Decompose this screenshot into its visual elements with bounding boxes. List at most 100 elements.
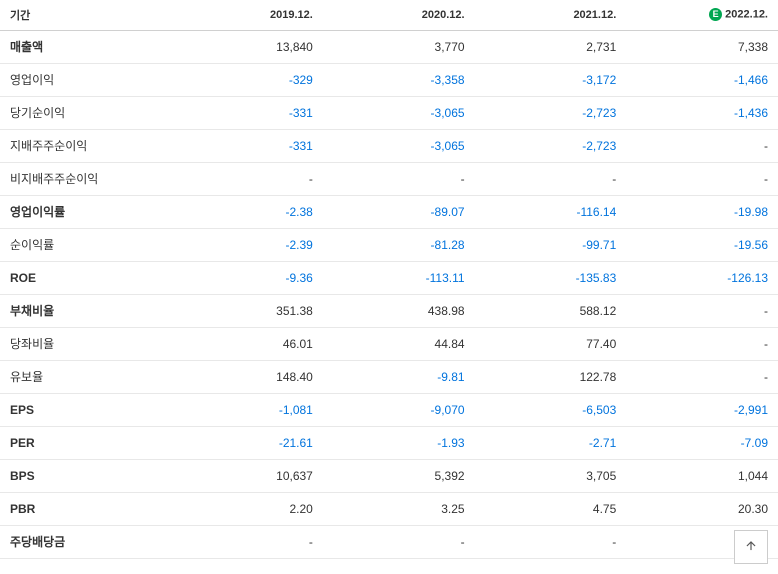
header-period-text: 2019.12. xyxy=(270,9,313,21)
cell-value: - xyxy=(626,162,778,195)
table-row: 유보율148.40-9.81122.78- xyxy=(0,360,778,393)
table-row: PER-21.61-1.93-2.71-7.09 xyxy=(0,426,778,459)
table-row: 부채비율351.38438.98588.12- xyxy=(0,294,778,327)
cell-value: - xyxy=(626,327,778,360)
cell-value: 588.12 xyxy=(475,294,627,327)
table-row: 당좌비율46.0144.8477.40- xyxy=(0,327,778,360)
cell-value: -1,466 xyxy=(626,63,778,96)
financial-table: 기간 2019.12. 2020.12. 2021.12. E2022.12. 매출액… xyxy=(0,0,778,559)
cell-value: -113.11 xyxy=(323,261,475,294)
row-label: 영업이익률 xyxy=(0,195,171,228)
cell-value: -331 xyxy=(171,129,323,162)
row-label: EPS xyxy=(0,393,171,426)
row-label: 당좌비율 xyxy=(0,327,171,360)
cell-value: - xyxy=(323,162,475,195)
header-period-label: 기간 xyxy=(0,0,171,30)
cell-value: 2.20 xyxy=(171,492,323,525)
cell-value: - xyxy=(323,525,475,558)
table-row: EPS-1,081-9,070-6,503-2,991 xyxy=(0,393,778,426)
table-row: PBR2.203.254.7520.30 xyxy=(0,492,778,525)
cell-value: 4.75 xyxy=(475,492,627,525)
header-period: E2022.12. xyxy=(626,0,778,30)
table-row: 당기순이익-331-3,065-2,723-1,436 xyxy=(0,96,778,129)
row-label: 비지배주주순이익 xyxy=(0,162,171,195)
cell-value: 7,338 xyxy=(626,30,778,63)
cell-value: -331 xyxy=(171,96,323,129)
cell-value: -2,723 xyxy=(475,96,627,129)
cell-value: - xyxy=(626,294,778,327)
header-period-text: 2021.12. xyxy=(573,9,616,21)
cell-value: -329 xyxy=(171,63,323,96)
cell-value: -21.61 xyxy=(171,426,323,459)
row-label: ROE xyxy=(0,261,171,294)
cell-value: -19.98 xyxy=(626,195,778,228)
cell-value: -89.07 xyxy=(323,195,475,228)
cell-value: -2.38 xyxy=(171,195,323,228)
table-row: 주당배당금---- xyxy=(0,525,778,558)
cell-value: 351.38 xyxy=(171,294,323,327)
table-row: 지배주주순이익-331-3,065-2,723- xyxy=(0,129,778,162)
cell-value: -81.28 xyxy=(323,228,475,261)
row-label: 순이익률 xyxy=(0,228,171,261)
cell-value: -3,065 xyxy=(323,129,475,162)
cell-value: 77.40 xyxy=(475,327,627,360)
cell-value: -135.83 xyxy=(475,261,627,294)
table-row: 순이익률-2.39-81.28-99.71-19.56 xyxy=(0,228,778,261)
cell-value: 3.25 xyxy=(323,492,475,525)
cell-value: - xyxy=(626,360,778,393)
cell-value: 13,840 xyxy=(171,30,323,63)
cell-value: -6,503 xyxy=(475,393,627,426)
cell-value: 3,770 xyxy=(323,30,475,63)
header-period: 2021.12. xyxy=(475,0,627,30)
row-label: PBR xyxy=(0,492,171,525)
cell-value: - xyxy=(171,525,323,558)
cell-value: -3,065 xyxy=(323,96,475,129)
table-row: BPS10,6375,3923,7051,044 xyxy=(0,459,778,492)
cell-value: 46.01 xyxy=(171,327,323,360)
cell-value: -1.93 xyxy=(323,426,475,459)
cell-value: 1,044 xyxy=(626,459,778,492)
table-header-row: 기간 2019.12. 2020.12. 2021.12. E2022.12. xyxy=(0,0,778,30)
cell-value: -9.81 xyxy=(323,360,475,393)
row-label: 당기순이익 xyxy=(0,96,171,129)
cell-value: -116.14 xyxy=(475,195,627,228)
table-row: ROE-9.36-113.11-135.83-126.13 xyxy=(0,261,778,294)
header-period-text: 2022.12. xyxy=(725,9,768,21)
row-label: 유보율 xyxy=(0,360,171,393)
cell-value: 3,705 xyxy=(475,459,627,492)
row-label: 매출액 xyxy=(0,30,171,63)
row-label: 주당배당금 xyxy=(0,525,171,558)
table-row: 매출액13,8403,7702,7317,338 xyxy=(0,30,778,63)
cell-value: -3,172 xyxy=(475,63,627,96)
cell-value: 438.98 xyxy=(323,294,475,327)
cell-value: - xyxy=(171,162,323,195)
cell-value: - xyxy=(626,129,778,162)
cell-value: 122.78 xyxy=(475,360,627,393)
cell-value: 2,731 xyxy=(475,30,627,63)
cell-value: -7.09 xyxy=(626,426,778,459)
cell-value: -19.56 xyxy=(626,228,778,261)
cell-value: 44.84 xyxy=(323,327,475,360)
header-period-text: 2020.12. xyxy=(422,9,465,21)
row-label: BPS xyxy=(0,459,171,492)
row-label: 지배주주순이익 xyxy=(0,129,171,162)
table-row: 비지배주주순이익---- xyxy=(0,162,778,195)
cell-value: 148.40 xyxy=(171,360,323,393)
scroll-top-button[interactable] xyxy=(734,530,768,564)
cell-value: -99.71 xyxy=(475,228,627,261)
cell-value: -9.36 xyxy=(171,261,323,294)
cell-value: 5,392 xyxy=(323,459,475,492)
cell-value: 20.30 xyxy=(626,492,778,525)
estimate-badge: E xyxy=(709,8,722,21)
cell-value: -2.71 xyxy=(475,426,627,459)
cell-value: -9,070 xyxy=(323,393,475,426)
table-row: 영업이익-329-3,358-3,172-1,466 xyxy=(0,63,778,96)
header-period: 2020.12. xyxy=(323,0,475,30)
cell-value: 10,637 xyxy=(171,459,323,492)
cell-value: - xyxy=(475,525,627,558)
cell-value: -1,081 xyxy=(171,393,323,426)
row-label: PER xyxy=(0,426,171,459)
cell-value: -2,723 xyxy=(475,129,627,162)
cell-value: -126.13 xyxy=(626,261,778,294)
row-label: 부채비율 xyxy=(0,294,171,327)
